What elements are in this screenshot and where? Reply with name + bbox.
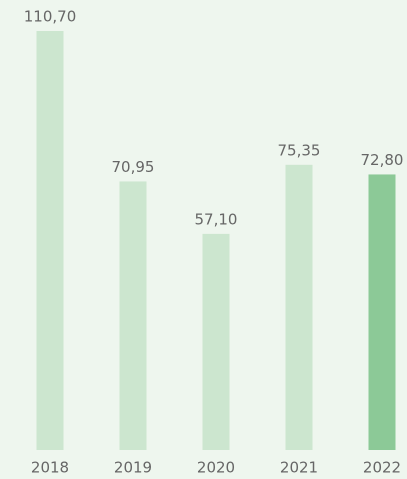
x-tick-label: 2021 [280,459,318,477]
x-tick-label: 2020 [197,459,235,477]
x-tick-label: 2019 [114,459,152,477]
value-label: 70,95 [112,158,155,176]
x-tick-label: 2018 [31,459,69,477]
bar [202,233,230,450]
bar [119,181,147,451]
value-label: 110,70 [24,8,77,26]
x-tick-label: 2022 [363,459,401,477]
bar [285,164,313,450]
value-label: 72,80 [361,151,404,169]
bar [368,174,396,451]
value-label: 57,10 [195,210,238,228]
bar [36,31,64,450]
value-label: 75,35 [278,141,321,159]
